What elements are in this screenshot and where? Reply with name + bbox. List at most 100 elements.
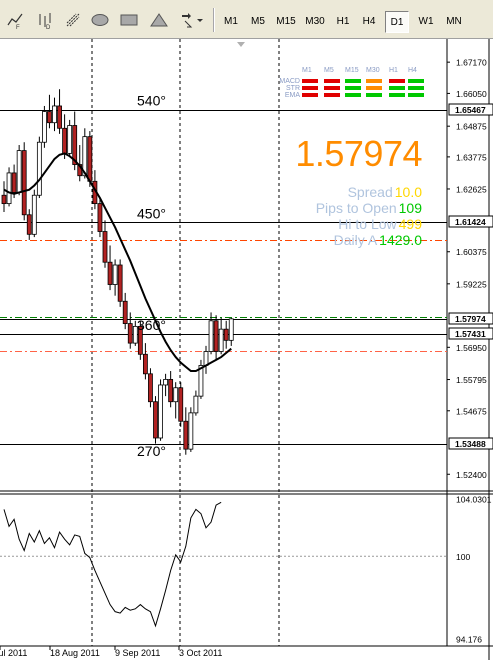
dashboard-stat-row: Pips to Open 109 <box>316 200 422 216</box>
candle <box>42 105 47 148</box>
timeframe-h4-button[interactable]: H4 <box>362 16 376 27</box>
timeframe-m30-button[interactable]: M30 <box>305 16 325 27</box>
candle <box>163 373 169 397</box>
price-level-box: 1.57431 <box>448 327 493 340</box>
current-price-display: 1.57974 <box>295 133 422 174</box>
candle <box>203 345 209 374</box>
candle <box>178 382 184 427</box>
signal-red-cell <box>389 79 405 83</box>
timeframe-w1-button[interactable]: W1 <box>418 16 434 27</box>
candle <box>117 259 123 307</box>
oscillator-line <box>3 501 222 628</box>
line-chart-icon[interactable]: F <box>6 11 24 31</box>
oscillator-tick-label: 94.176 <box>456 635 482 645</box>
price-level-box: 1.57974 <box>448 312 493 325</box>
bear-candle-body <box>107 261 113 285</box>
bull-candle-body <box>188 412 194 450</box>
candle <box>218 318 224 355</box>
scroll-marker-icon <box>237 42 245 47</box>
candle <box>102 220 108 268</box>
signal-green-cell <box>408 93 424 97</box>
bear-candle-body <box>213 320 219 352</box>
bear-candle-body <box>178 387 184 422</box>
dashboard-stat-label: Daily A <box>333 232 378 248</box>
bear-candle-body <box>117 264 123 302</box>
date-tick-label: 3 Oct 2011 <box>179 648 222 658</box>
rectangle-tool-icon[interactable] <box>120 11 138 29</box>
signal-red-cell <box>324 86 340 90</box>
price-level-box-label: 1.65467 <box>455 105 486 115</box>
candle <box>122 292 128 330</box>
candle <box>31 189 37 238</box>
candle <box>213 315 219 360</box>
timeframe-mn-button[interactable]: MN <box>446 16 462 27</box>
bull-candle-body <box>218 328 224 352</box>
bear-candle-body <box>97 203 103 232</box>
price-level-box-label: 1.57431 <box>455 329 486 339</box>
bear-candle-body <box>148 373 153 403</box>
candle <box>1 181 7 212</box>
timeframe-m1-button[interactable]: M1 <box>224 16 238 27</box>
signal-green-cell <box>345 79 361 83</box>
candle <box>168 371 174 408</box>
dashboard-timeframe-label: M1 <box>302 67 312 74</box>
bear-candle-body <box>21 150 27 216</box>
signal-red-cell <box>302 79 318 83</box>
timeframe-m5-button[interactable]: M5 <box>251 16 265 27</box>
bear-candle-body <box>57 105 62 129</box>
price-tick-label: 1.67170 <box>456 58 487 68</box>
bull-candle-body <box>193 395 199 414</box>
dashboard-indicator-label: STR <box>286 85 300 92</box>
price-level-box: 1.61424 <box>448 215 493 228</box>
dashboard-timeframe-label: M30 <box>366 67 380 74</box>
dashboard-stat-value: 499 <box>398 216 422 232</box>
ellipse-tool-icon[interactable] <box>91 11 109 29</box>
candle <box>193 390 199 416</box>
gann-angle-label: 360° <box>137 317 166 333</box>
bear-candle-body <box>102 231 108 263</box>
dashboard-timeframe-label: H4 <box>408 67 417 74</box>
signal-red-cell <box>324 79 340 83</box>
arrows-tool-icon[interactable] <box>180 11 204 29</box>
signal-green-cell <box>345 93 361 97</box>
chart-canvas[interactable]: 540° 450° 360° 270° 1.67170 1.66050 1.64875 1.… <box>0 39 493 660</box>
timeframe-h1-button[interactable]: H1 <box>336 16 350 27</box>
oscillator-tick-label: 100 <box>456 552 470 562</box>
candle <box>158 379 163 441</box>
bear-candle-body <box>1 194 7 205</box>
signal-orange-cell <box>366 79 382 83</box>
price-tick-label: 1.52400 <box>456 470 487 480</box>
candle <box>62 114 67 159</box>
candle <box>148 368 153 408</box>
signal-green-cell <box>389 86 405 90</box>
candlestick-icon[interactable] <box>64 11 82 29</box>
bull-candle-body <box>31 194 37 235</box>
timeframe-d1-button[interactable]: D1 <box>385 11 409 33</box>
dashboard-stat-row: Hi to Low 499 <box>338 216 422 232</box>
candle <box>153 396 158 444</box>
price-level-box-label: 1.61424 <box>455 217 486 227</box>
candle <box>52 97 57 132</box>
candle <box>188 407 194 452</box>
signal-dashboard: M1 M5 M15 M30 H1 H4 MACD STR EMA 1.57974 Spread 1… <box>270 67 430 248</box>
price-chart[interactable]: 540° 450° 360° 270° 1.67170 1.66050 1.64875 1.… <box>0 39 493 660</box>
dashboard-indicator-label: EMA <box>284 92 300 99</box>
price-tick-label: 1.59225 <box>456 279 487 289</box>
chart-toolbar: F D M1 M5 M15 M30 H1 H4 D1 W1 MN <box>0 0 493 39</box>
bar-chart-icon[interactable]: D <box>36 11 54 31</box>
candle <box>36 136 42 199</box>
candle <box>21 142 27 221</box>
dashboard-timeframe-label: M5 <box>324 67 334 74</box>
signal-red-cell <box>302 93 318 97</box>
triangle-tool-icon[interactable] <box>150 11 168 29</box>
bull-candle-body <box>6 172 12 205</box>
signal-green-cell <box>345 86 361 90</box>
dashboard-timeframe-label: M15 <box>345 67 359 74</box>
candle <box>16 145 22 196</box>
price-tick-label: 1.62625 <box>456 184 487 194</box>
bear-candle-body <box>223 328 229 341</box>
oscillator-tick-label: 104.0301 <box>456 495 492 505</box>
bear-candle-body <box>122 300 128 324</box>
dashboard-stat-value: 109 <box>398 200 422 216</box>
timeframe-m15-button[interactable]: M15 <box>276 16 296 27</box>
